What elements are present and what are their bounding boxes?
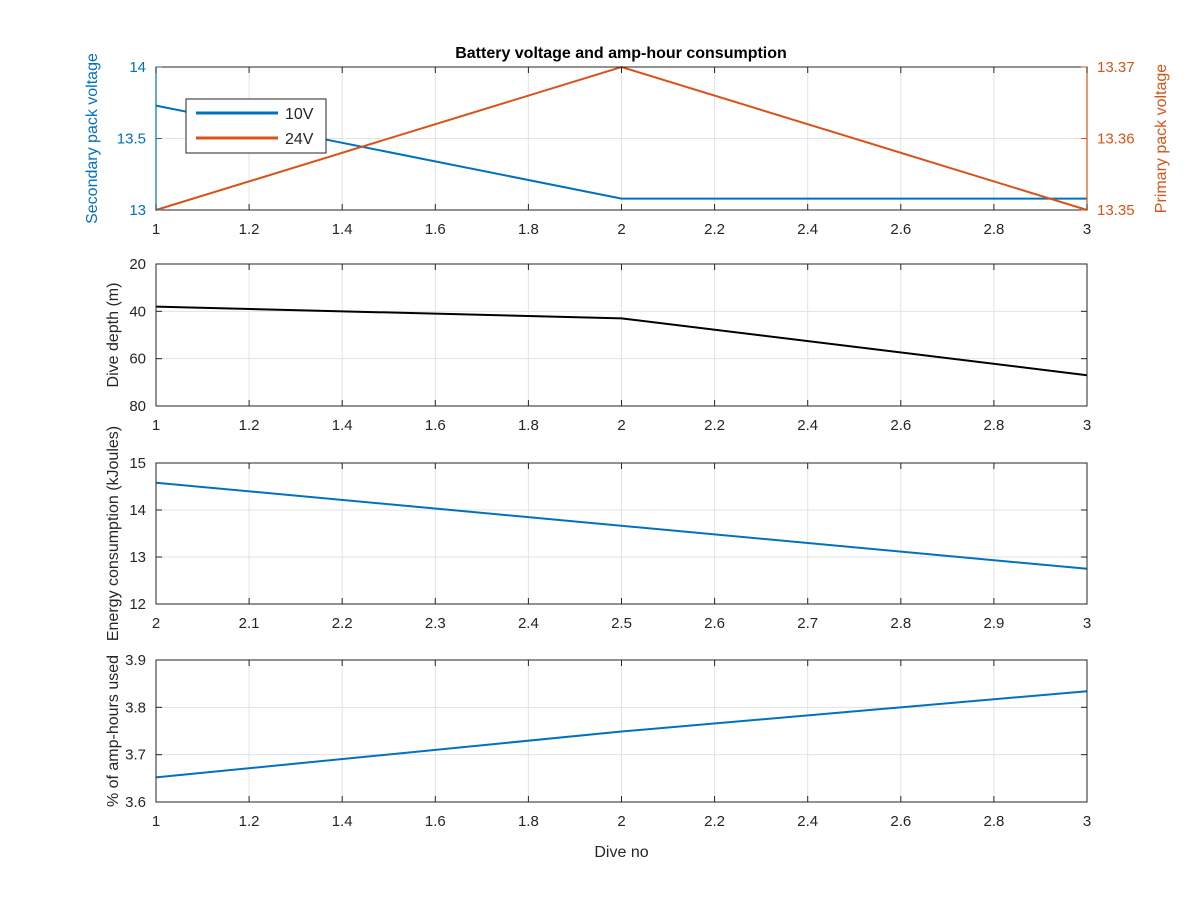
chart-panel-1: 1 1.2 1.4 1.6 1.8 2 2.2 2.4 2.6 2.8 3 13 13.5 14 13.35… <box>84 53 1170 238</box>
x-tick-label: 2.2 <box>704 221 725 238</box>
y-tick-label: 3.9 <box>125 652 146 669</box>
x-tick-label: 1.2 <box>239 813 260 830</box>
x-tick-label: 1.8 <box>518 417 539 434</box>
x-tick-label: 2.6 <box>704 615 725 632</box>
y-tick-label: 80 <box>129 398 146 415</box>
x-tick-label: 1 <box>152 417 160 434</box>
y-axis-label: Energy consumption (kJoules) <box>105 426 122 641</box>
x-tick-label: 1 <box>152 813 160 830</box>
chart-panel-3: 2 2.1 2.2 2.3 2.4 2.5 2.6 2.7 2.8 2.9 3 12 13 14 15 Ene… <box>105 426 1091 641</box>
x-tick-label: 2.6 <box>890 417 911 434</box>
x-tick-label: 3 <box>1083 221 1091 238</box>
y-tick-label: 3.7 <box>125 747 146 764</box>
y-axis-label: % of amp-hours used <box>105 655 122 807</box>
x-tick-label: 1.2 <box>239 417 260 434</box>
x-tick-label: 1.2 <box>239 221 260 238</box>
y-tick-label: 3.8 <box>125 699 146 716</box>
x-tick-label: 1.8 <box>518 813 539 830</box>
series-line-1 <box>155 481 1088 570</box>
x-tick-label: 2.7 <box>797 615 818 632</box>
y-tick-label: 14 <box>129 502 146 519</box>
x-tick-label: 1.6 <box>425 813 446 830</box>
legend-label: 10V <box>285 106 314 123</box>
x-tick-label: 2 <box>617 417 625 434</box>
x-tick-label: 3 <box>1083 417 1091 434</box>
x-tick-label: 2.5 <box>611 615 632 632</box>
chart-panel-2: 1 1.2 1.4 1.6 1.8 2 2.2 2.4 2.6 2.8 3 20 40 60 80 Dive … <box>105 256 1091 434</box>
x-tick-label: 1 <box>152 221 160 238</box>
x-tick-label: 2.6 <box>890 813 911 830</box>
x-tick-label: 2.4 <box>797 417 818 434</box>
x-tick-label: 2.2 <box>332 615 353 632</box>
x-tick-label: 1.4 <box>332 221 353 238</box>
y-tick-label: 40 <box>129 303 146 320</box>
y-tick-label-right: 13.37 <box>1097 59 1135 76</box>
y-tick-label: 15 <box>129 455 146 472</box>
x-tick-label: 2 <box>617 813 625 830</box>
x-tick-label: 2.3 <box>425 615 446 632</box>
x-tick-label: 2.4 <box>797 221 818 238</box>
chart-panel-4: 1 1.2 1.4 1.6 1.8 2 2.2 2.4 2.6 2.8 3 3.6 3.7 3.8 3.9%… <box>105 652 1091 861</box>
y-tick-label-right: 13.35 <box>1097 202 1135 219</box>
y-tick-label: 3.6 <box>125 794 146 811</box>
y-tick-label: 12 <box>129 596 146 613</box>
x-tick-label: 2.2 <box>704 813 725 830</box>
x-tick-label: 1.6 <box>425 417 446 434</box>
y-tick-label-right: 13.36 <box>1097 131 1135 148</box>
y-tick-label: 60 <box>129 351 146 368</box>
x-tick-label: 2.1 <box>239 615 260 632</box>
y-axis-label: Secondary pack voltage <box>84 53 101 224</box>
x-tick-label: 2.2 <box>704 417 725 434</box>
x-tick-label: 2.6 <box>890 221 911 238</box>
x-tick-label: 2 <box>617 221 625 238</box>
series-line-1 <box>155 305 1088 377</box>
x-tick-label: 1.8 <box>518 221 539 238</box>
x-tick-label: 1.6 <box>425 221 446 238</box>
x-tick-label: 1.4 <box>332 813 353 830</box>
x-tick-label: 2.8 <box>983 417 1004 434</box>
figure-title: Battery voltage and amp-hour consumption <box>455 45 787 62</box>
x-tick-label: 3 <box>1083 813 1091 830</box>
x-tick-label: 2.4 <box>797 813 818 830</box>
x-tick-label: 3 <box>1083 615 1091 632</box>
series-line-1 <box>155 690 1088 779</box>
x-tick-label: 2.4 <box>518 615 539 632</box>
y-tick-label: 13 <box>129 202 146 219</box>
x-tick-label: 2.9 <box>983 615 1004 632</box>
x-axis-label: Dive no <box>594 844 648 861</box>
y-axis-label-right: Primary pack voltage <box>1153 64 1170 213</box>
x-tick-label: 1.4 <box>332 417 353 434</box>
x-tick-label: 2.8 <box>890 615 911 632</box>
y-tick-label: 13.5 <box>117 131 146 148</box>
legend-label: 24V <box>285 131 314 148</box>
x-tick-label: 2.8 <box>983 221 1004 238</box>
y-tick-label: 20 <box>129 256 146 273</box>
x-tick-label: 2 <box>152 615 160 632</box>
y-axis-label: Dive depth (m) <box>105 283 122 388</box>
legend-box <box>185 98 327 154</box>
y-tick-label: 14 <box>129 59 146 76</box>
x-tick-label: 2.8 <box>983 813 1004 830</box>
y-tick-label: 13 <box>129 549 146 566</box>
